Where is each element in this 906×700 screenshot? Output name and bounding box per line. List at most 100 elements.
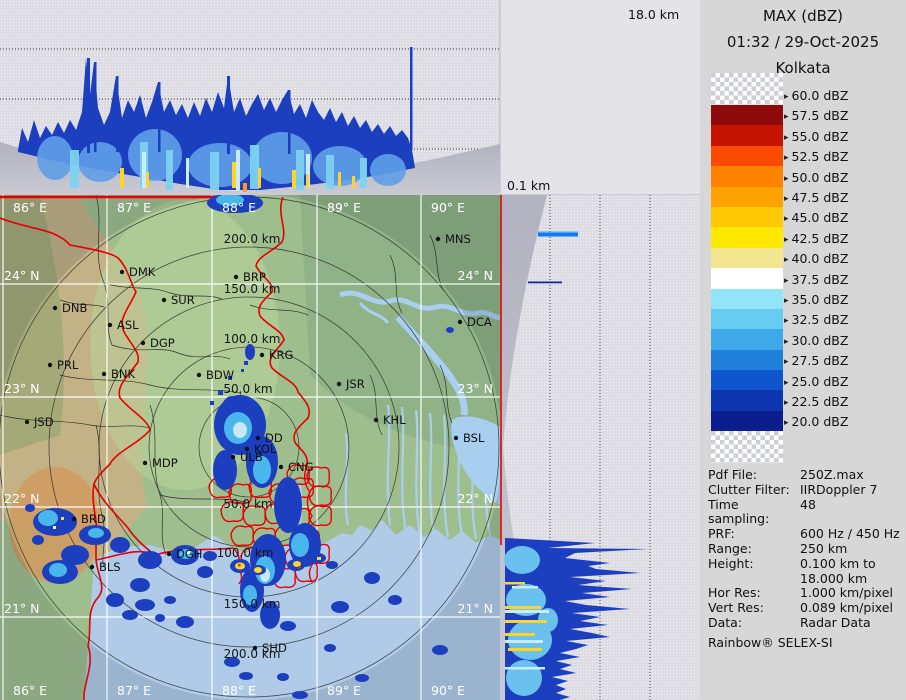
- latitude-label: 23° N: [458, 381, 493, 396]
- scale-tick-label: 52.5 dBZ: [784, 149, 902, 164]
- station-label: PRL: [57, 358, 79, 372]
- scale-band: [711, 349, 783, 371]
- sea: [84, 520, 500, 700]
- scale-tick-label: 57.5 dBZ: [784, 108, 902, 123]
- scale-band: [711, 186, 783, 207]
- station-dot: [71, 516, 77, 522]
- station-label: ULB: [240, 450, 263, 464]
- metadata-row: Vert Res: 0.089 km/pixel: [708, 600, 893, 616]
- ring-distance-label: 50.0 km: [223, 382, 272, 396]
- station-label: DGP: [150, 336, 175, 350]
- scale-band: [711, 145, 783, 167]
- software-brand: Rainbow® SELEX-SI: [708, 634, 833, 650]
- scale-band: [711, 370, 783, 391]
- station-dot: [233, 274, 239, 280]
- longitude-label: 90° E: [431, 200, 465, 215]
- radar-map: 200.0 km 150.0 km 100.0 km 50.0 km 50.0 km 10…: [0, 195, 500, 700]
- station-dot: [336, 381, 342, 387]
- ring-distance-label: 200.0 km: [224, 232, 281, 246]
- station-label: JSR: [345, 377, 365, 391]
- scale-band: [711, 227, 783, 248]
- longitude-label: 88° E: [222, 200, 256, 215]
- metadata-row: Range: 250 km: [708, 540, 848, 556]
- product-title: MAX (dBZ): [762, 7, 844, 25]
- station-dot: [52, 305, 58, 311]
- longitude-label: 88° E: [222, 683, 256, 698]
- metadata-row: Pdf File: 250Z.max: [708, 467, 864, 482]
- station-dot: [435, 236, 441, 242]
- scale-tick-label: 27.5 dBZ: [784, 353, 902, 368]
- longitude-label: 89° E: [327, 200, 361, 215]
- station-dot: [101, 371, 107, 377]
- scale-tick-label: 47.5 dBZ: [784, 190, 902, 205]
- no-data-checker-swatch: [711, 440, 781, 456]
- latitude-label: 22° N: [458, 491, 493, 506]
- station-label: KRG: [269, 348, 293, 362]
- rivers: [299, 290, 500, 541]
- station-label: KOL: [254, 442, 277, 456]
- metadata-row: PRF: 600 Hz / 450 Hz: [708, 526, 900, 542]
- ring-distance-label: 100.0 km: [217, 546, 274, 560]
- scale-band: [711, 268, 783, 289]
- legend-sidebar: MAX (dBZ) 01:32 / 29-Oct-2025 Kolkata 60…: [700, 0, 906, 700]
- ring-distance-label: 150.0 km: [224, 282, 281, 296]
- latitude-label: 21° N: [458, 601, 493, 616]
- station-dot: [89, 564, 95, 570]
- scale-tick-label: 45.0 dBZ: [784, 210, 902, 225]
- station-dot: [107, 322, 113, 328]
- metadata-row: Hor Res: 1.000 km/pixel: [708, 585, 893, 601]
- station-label: DMK: [129, 265, 156, 279]
- station-label: DGH: [176, 547, 202, 561]
- earth-curvature-top: [0, 142, 500, 195]
- station-label: DNB: [62, 301, 87, 315]
- scale-tick-label: 20.0 dBZ: [784, 414, 902, 429]
- station-dot: [457, 319, 463, 325]
- dbz-color-scale: [711, 73, 783, 464]
- station-dot: [373, 417, 379, 423]
- station-dot: [47, 362, 53, 368]
- ring-distance-label: 150.0 km: [224, 597, 281, 611]
- terrain-east: [300, 195, 500, 455]
- latitude-label: 22° N: [4, 491, 39, 506]
- radar-station-name: Kolkata: [775, 59, 831, 77]
- top-panel-echoes: [18, 47, 415, 192]
- station-dot: [142, 460, 148, 466]
- latitude-label: 21° N: [4, 601, 39, 616]
- scale-tick-label: 55.0 dBZ: [784, 129, 902, 144]
- station-label: SHD: [262, 641, 287, 655]
- scale-tick-label: 25.0 dBZ: [784, 374, 902, 389]
- scale-band: [711, 288, 783, 309]
- scale-tick-label: 32.5 dBZ: [784, 312, 902, 327]
- longitude-label: 86° E: [13, 200, 47, 215]
- station-label: KHL: [383, 413, 406, 427]
- station-dot: [166, 551, 172, 557]
- ring-distance-label: 200.0 km: [224, 647, 281, 661]
- scale-band: [711, 308, 783, 330]
- metadata-row: Time sampling: 48: [708, 496, 816, 527]
- station-dot: [259, 352, 265, 358]
- metadata-row: Clutter Filter: IIRDoppler 7: [708, 481, 878, 497]
- station-label: SUR: [171, 293, 195, 307]
- scale-band: [711, 125, 783, 146]
- scale-band: [711, 206, 783, 228]
- river-estuary: [451, 416, 500, 505]
- graticule-lines: [0, 195, 500, 700]
- station-label: BNK: [111, 367, 135, 381]
- station-label: BDW: [206, 368, 234, 382]
- station-dot: [278, 464, 284, 470]
- station-label: DCA: [467, 315, 492, 329]
- top-axis-max-height-label: 18.0 km: [628, 7, 679, 22]
- station-label: MDP: [152, 456, 178, 470]
- scale-tick-label: 35.0 dBZ: [784, 292, 902, 307]
- station-dot: [453, 435, 459, 441]
- side-axis-min-height-label: 0.1 km: [507, 178, 550, 193]
- station-dot: [196, 372, 202, 378]
- scale-tick-label: 30.0 dBZ: [784, 333, 902, 348]
- scale-band: [711, 247, 783, 269]
- station-label: CNG: [288, 460, 314, 474]
- station-dot: [161, 297, 167, 303]
- scale-tick-label: 42.5 dBZ: [784, 231, 902, 246]
- graticule-labels: 86° E 86° E 87° E 87° E 88° E 88° E 89° E 89° E…: [4, 200, 493, 698]
- station-dot: [255, 435, 261, 441]
- longitude-label: 86° E: [13, 683, 47, 698]
